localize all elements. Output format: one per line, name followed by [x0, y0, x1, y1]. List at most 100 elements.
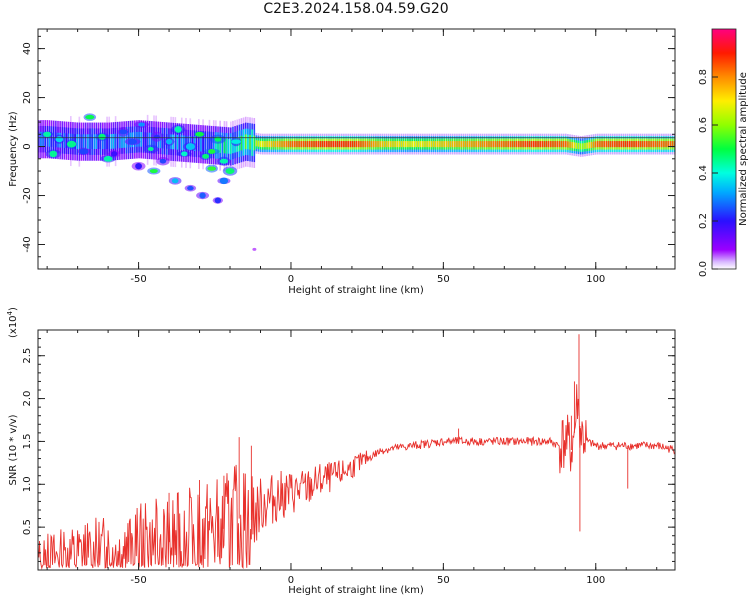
spectrogram-blob — [207, 166, 216, 171]
spectrogram-cell — [328, 141, 330, 148]
spectrogram-cell — [266, 141, 268, 148]
spectrogram-cell — [204, 137, 207, 152]
spectrogram-cell — [183, 135, 185, 151]
spectrogram-blob — [55, 136, 64, 143]
spectrogram-cell — [174, 134, 177, 150]
spectrogram-blob — [185, 143, 195, 151]
spectrogram-ytick-label: -20 — [22, 187, 33, 203]
spectrogram-cell — [215, 138, 217, 153]
spectrogram-cell — [300, 141, 303, 148]
spectrogram-cell — [368, 141, 371, 148]
snr-xtick-label: 100 — [586, 575, 605, 586]
spectrogram-cell — [313, 141, 315, 148]
colorbar-tick-label: 0.4 — [698, 165, 709, 181]
spectrogram-cell — [652, 141, 655, 148]
spectrogram-cell — [434, 141, 437, 148]
spectrogram-cell — [454, 141, 456, 148]
spectrogram-blob — [165, 138, 173, 145]
spectrogram-cell — [394, 141, 396, 148]
spectrogram-cell — [635, 141, 637, 148]
spectrogram-cell — [330, 141, 332, 148]
spectrogram-cell — [445, 141, 448, 148]
spectrogram-blob — [49, 150, 58, 158]
spectrogram-cell — [468, 141, 471, 148]
spectrogram-cell — [225, 138, 228, 154]
spectrogram-cell — [355, 141, 358, 148]
spectrogram-blob — [202, 153, 210, 159]
spectrogram-cell — [479, 141, 482, 148]
spectrogram-cell — [48, 131, 51, 147]
spectrogram-cell — [308, 141, 311, 148]
spectrogram-cell — [366, 141, 369, 148]
spectrogram-cell — [456, 141, 458, 148]
spectrogram-cell — [552, 141, 554, 148]
spectrogram-cell — [628, 141, 631, 148]
spectrogram-cell — [99, 134, 102, 149]
spectrogram-blob — [219, 177, 229, 185]
spectrogram-cell — [317, 141, 320, 148]
spectrogram-cell — [400, 141, 403, 148]
spectrogram-cell — [631, 141, 633, 148]
colorbar-tick-label: 0.0 — [698, 261, 709, 277]
spectrogram-cell — [569, 141, 571, 148]
spectrogram-cell — [392, 141, 394, 148]
spectrogram-cell — [614, 141, 616, 148]
spectrogram-cell — [97, 134, 100, 149]
spectrogram-cell — [624, 141, 627, 148]
spectrogram-cell — [381, 141, 384, 148]
spectrogram-cell — [564, 141, 567, 148]
spectrogram-cell — [93, 134, 96, 149]
spectrogram-cell — [673, 141, 675, 148]
spectrogram-cell — [486, 141, 488, 148]
snr-scale-close: ) — [8, 307, 19, 311]
spectrogram-cell — [390, 141, 392, 148]
spectrogram-xtick-label: 0 — [288, 274, 294, 285]
spectrogram-cell — [212, 137, 215, 153]
spectrogram-cell — [611, 141, 614, 148]
spectrogram-cell — [571, 142, 573, 149]
spectrogram-cell — [281, 141, 283, 148]
spectrogram-cell — [108, 134, 111, 149]
spectrogram-cell — [123, 133, 125, 148]
spectrogram-cell — [176, 134, 179, 150]
spectrogram-cell — [144, 132, 147, 148]
snr-series-line — [38, 384, 675, 570]
spectrogram-cell — [121, 133, 123, 148]
spectrogram-cell — [82, 134, 85, 149]
spectrogram-cell — [575, 142, 578, 149]
spectrogram-cell — [298, 141, 300, 148]
spectrogram-cell — [140, 132, 143, 147]
spectrogram-cell — [345, 141, 347, 148]
snr-xtick-label: 50 — [437, 575, 450, 586]
spectrogram-cell — [76, 134, 79, 149]
spectrogram-cell — [336, 141, 339, 148]
spectrogram-cell — [272, 141, 275, 148]
spectrogram-cell — [279, 141, 281, 148]
colorbar-gradient — [711, 28, 737, 270]
spectrogram-cell — [607, 141, 610, 148]
spectrogram-cell — [50, 132, 53, 147]
spectrogram-cell — [528, 141, 531, 148]
spectrogram-cell — [584, 142, 586, 150]
spectrogram-cell — [601, 141, 603, 148]
spectrogram-cell — [494, 141, 497, 148]
spectrogram-cell — [498, 141, 501, 148]
spectrogram-cell — [360, 141, 362, 148]
spectrogram-cell — [387, 141, 390, 148]
spectrogram-cell — [599, 141, 601, 148]
spectrogram-blob — [195, 131, 204, 137]
spectrogram-cell — [490, 141, 492, 148]
spectrogram-cell — [221, 138, 224, 154]
spectrogram-ytick-label: 20 — [22, 91, 33, 104]
spectrogram-cell — [44, 131, 47, 147]
spectrogram-cell — [340, 141, 343, 148]
spectrogram-cell — [289, 141, 292, 148]
spectrogram-cell — [223, 138, 226, 154]
spectrogram-xtick-label: 100 — [586, 274, 605, 285]
spectrogram-cell — [447, 141, 450, 148]
spectrogram-cell — [466, 141, 469, 148]
snr-frame — [37, 329, 676, 571]
spectrogram-ticks: -50 0 50 100 40 20 0 -20 -40 — [22, 29, 675, 285]
spectrogram-cell — [605, 141, 608, 148]
